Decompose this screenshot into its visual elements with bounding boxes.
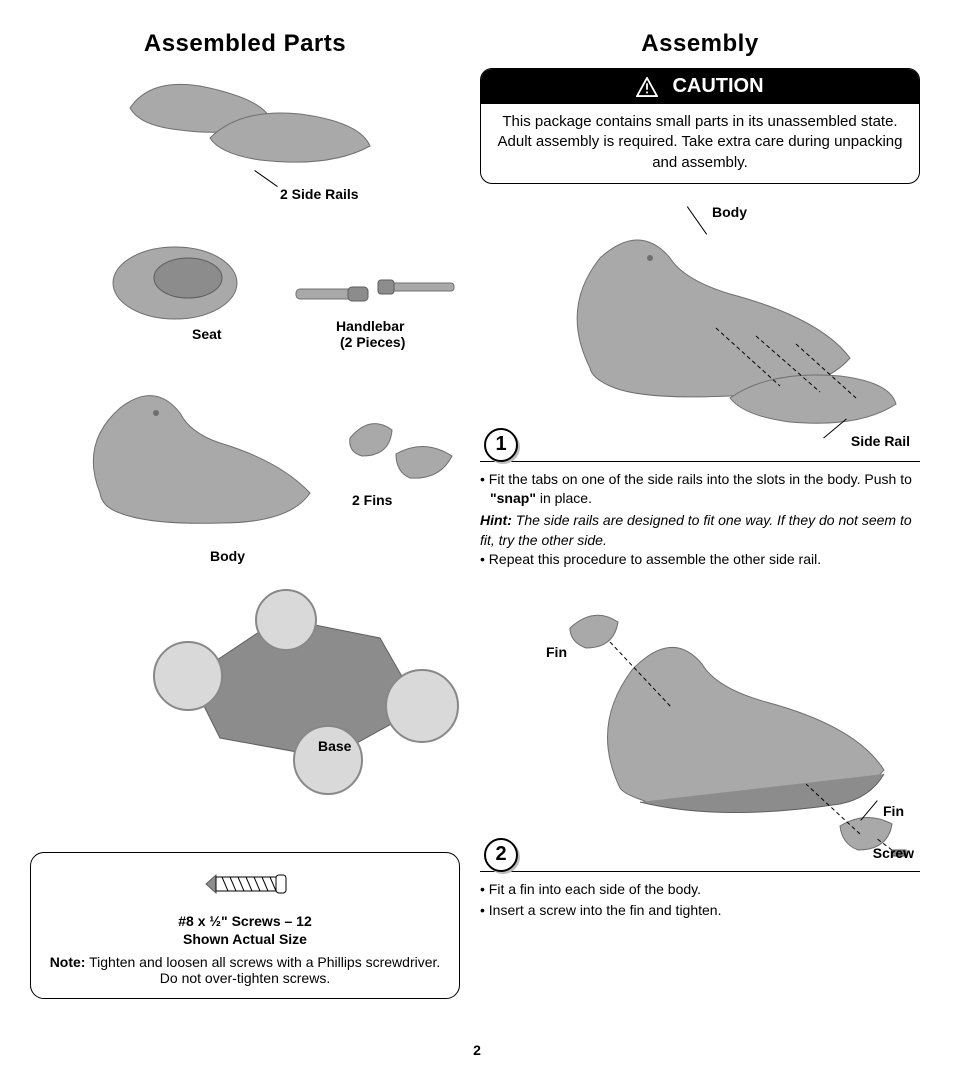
base-label: Base [318,738,351,754]
screw-note-label: Note: [50,954,86,970]
seat-illustration [100,238,240,338]
body-illustration [60,373,340,553]
screw-spec-line1: #8 x ½" Screws – 12 [45,912,445,930]
step-1-number: 1 [484,428,518,462]
step-2: Fin Fin Screw 2 Fit a fin into each side… [480,592,920,921]
step-2-number: 2 [484,838,518,872]
page-number: 2 [0,1042,954,1058]
handlebar-illustration [290,263,460,323]
screw-spec-line2: Shown Actual Size [45,930,445,948]
step-2-diagram: Fin Fin Screw 2 [480,592,920,872]
step-1-instructions: Fit the tabs on one of the side rails in… [480,470,920,509]
body-label: Body [210,548,245,564]
screw-note-text: Tighten and loosen all screws with a Phi… [85,954,440,986]
assembled-parts-title: Assembled Parts [30,30,460,58]
step-2-instructions: Fit a fin into each side of the body. In… [480,880,920,921]
step2-fin2-callout: Fin [883,803,904,819]
caution-heading-bar: CAUTION [481,69,919,104]
fins-label: 2 Fins [352,492,392,508]
step1-body-callout: Body [712,204,747,220]
step2-bullet-1: Fit a fin into each side of the body. [480,880,920,900]
caution-body-text: This package contains small parts in its… [481,104,919,183]
step-1: Body Side Rail 1 Fit the tabs on one of … [480,202,920,570]
step2-screw-callout: Screw [873,845,914,861]
parts-diagram: 2 Side Rails Seat Handlebar (2 Pieces) [30,68,460,848]
screw-info-box: #8 x ½" Screws – 12 Shown Actual Size No… [30,852,460,999]
screw-icon [45,871,445,904]
step1-hint: Hint: The side rails are designed to fit… [480,511,920,550]
assembly-column: Assembly CAUTION This package contains s… [480,30,920,999]
step2-bullet-2: Insert a screw into the fin and tighten. [480,901,920,921]
step-2-illustration [540,598,910,868]
side-rails-illustration [120,68,380,178]
fins-illustration [340,408,460,498]
assembled-parts-column: Assembled Parts 2 Side Rails Seat [30,30,460,999]
step1-bullet-1: Fit the tabs on one of the side rails in… [480,470,920,509]
step-1-diagram: Body Side Rail 1 [480,202,920,462]
step-1-instructions-cont: Repeat this procedure to assemble the ot… [480,550,920,570]
seat-label: Seat [192,326,222,342]
step1-bullet-2: Repeat this procedure to assemble the ot… [480,550,920,570]
handlebar-label-line2: (2 Pieces) [340,334,405,350]
step2-fin1-callout: Fin [546,644,567,660]
step1-siderail-callout: Side Rail [851,433,910,449]
base-illustration [130,568,460,798]
warning-triangle-icon [636,77,658,97]
caution-heading-text: CAUTION [672,75,763,98]
handlebar-label-line1: Handlebar [336,318,404,334]
side-rails-label: 2 Side Rails [280,186,359,202]
caution-box: CAUTION This package contains small part… [480,68,920,184]
assembly-title: Assembly [480,30,920,58]
screw-note: Note: Tighten and loosen all screws with… [45,954,445,986]
